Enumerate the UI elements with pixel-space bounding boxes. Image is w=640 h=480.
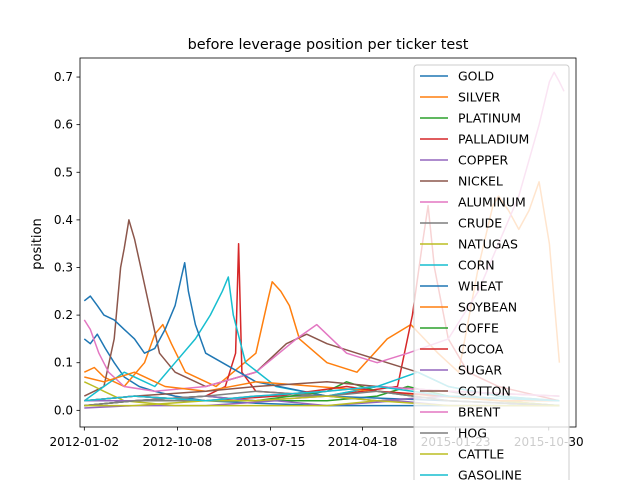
legend-label: COFFE <box>458 321 499 336</box>
legend-label: PALLADIUM <box>458 132 529 147</box>
series-line-nickel <box>83 219 560 402</box>
series-line-wheat <box>83 261 560 407</box>
legend-label: COPPER <box>458 153 509 168</box>
legend-label: NATUGAS <box>458 237 518 252</box>
y-tick-label: 0.7 <box>54 70 73 84</box>
legend-label: WHEAT <box>458 279 503 294</box>
legend-label: HOG <box>458 426 487 441</box>
y-tick-label: 0.2 <box>54 308 73 322</box>
y-axis-label: position <box>30 218 45 270</box>
legend-label: GOLD <box>458 69 494 84</box>
legend-label: SUGAR <box>458 363 502 378</box>
y-tick-label: 0.5 <box>54 165 73 179</box>
legend-label: BRENT <box>458 405 501 420</box>
y-tick-label: 0.6 <box>54 118 73 132</box>
legend-box <box>413 64 570 480</box>
y-tick-label: 0.0 <box>54 403 73 417</box>
legend-label: SILVER <box>458 90 501 105</box>
legend-label: CORN <box>458 258 495 273</box>
chart-title: before leverage position per ticker test <box>188 37 469 53</box>
y-tick-label: 0.4 <box>54 213 73 227</box>
legend-label: SOYBEAN <box>458 300 517 315</box>
legend: GOLD SILVER PLATINUM PALLADIUM COPPER NICKEL A… <box>413 64 570 480</box>
x-tick-label: 2012-01-02 <box>49 435 119 449</box>
plot-frame <box>79 57 577 428</box>
legend-label: COTTON <box>458 384 511 399</box>
legend-label: NICKEL <box>458 174 503 189</box>
legend-label: GASOLINE <box>458 468 522 480</box>
y-tick-label: 0.3 <box>54 260 73 274</box>
legend-label: PLATINUM <box>458 111 521 126</box>
legend-label: CRUDE <box>458 216 502 231</box>
y-tick-label: 0.1 <box>54 356 73 370</box>
legend-label: COCOA <box>458 342 504 357</box>
legend-label: ALUMINUM <box>458 195 526 210</box>
x-tick-label: 2014-04-18 <box>328 435 398 449</box>
legend-label: CATTLE <box>458 447 504 462</box>
x-tick-label: 2013-07-15 <box>236 435 306 449</box>
x-tick-label: 2012-10-08 <box>143 435 213 449</box>
